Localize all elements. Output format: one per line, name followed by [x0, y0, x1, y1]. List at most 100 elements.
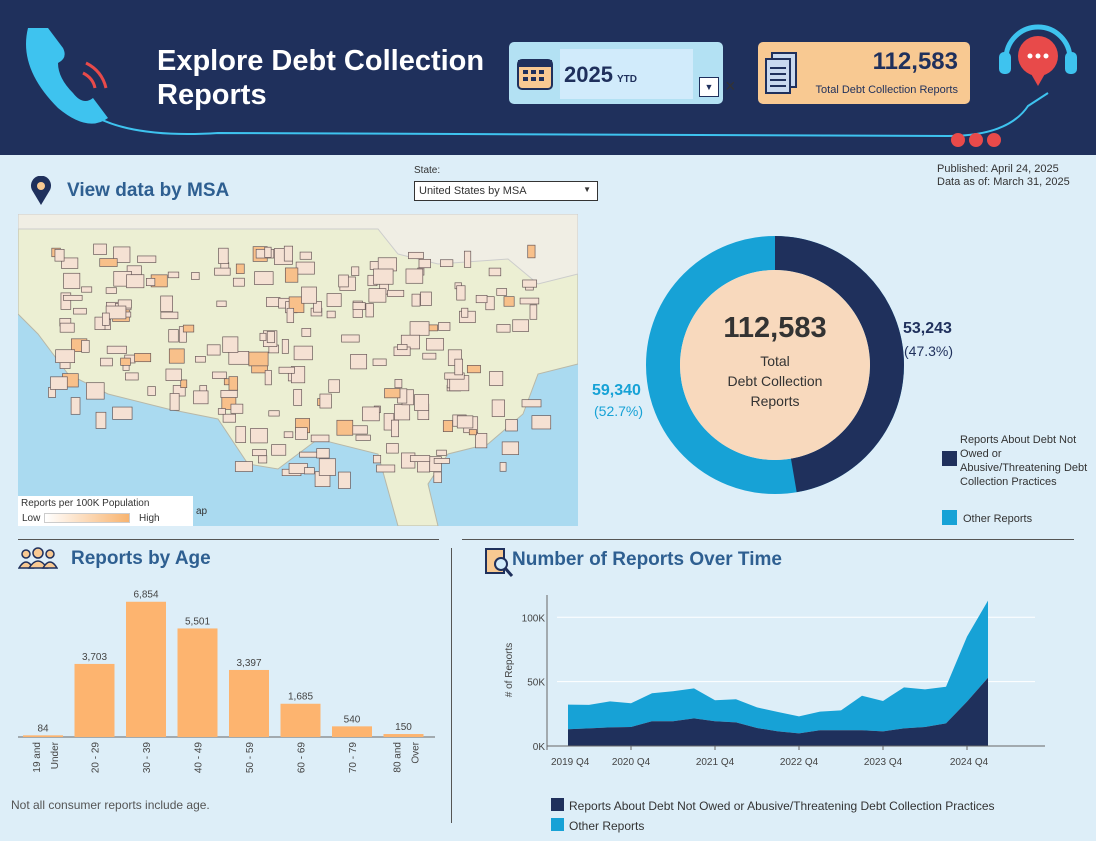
msa-region[interactable]: [293, 389, 303, 406]
msa-region[interactable]: [373, 268, 394, 285]
msa-region[interactable]: [165, 368, 182, 381]
msa-region[interactable]: [95, 411, 107, 429]
msa-region[interactable]: [456, 285, 466, 301]
msa-region[interactable]: [488, 267, 502, 277]
msa-region[interactable]: [386, 443, 399, 454]
msa-region[interactable]: [301, 286, 317, 304]
msa-region[interactable]: [63, 272, 81, 289]
msa-region[interactable]: [384, 388, 401, 399]
msa-region[interactable]: [368, 288, 387, 303]
msa-region[interactable]: [137, 255, 157, 263]
msa-region[interactable]: [411, 293, 421, 307]
msa-region[interactable]: [299, 251, 312, 260]
msa-region[interactable]: [503, 296, 515, 307]
msa-region[interactable]: [266, 331, 275, 344]
msa-region[interactable]: [355, 434, 371, 441]
msa-region[interactable]: [146, 278, 156, 287]
msa-region[interactable]: [134, 353, 152, 363]
msa-region[interactable]: [466, 365, 481, 374]
msa-region[interactable]: [522, 279, 537, 288]
msa-region[interactable]: [521, 399, 542, 408]
msa-region[interactable]: [529, 304, 538, 320]
msa-region[interactable]: [167, 271, 180, 279]
msa-region[interactable]: [228, 376, 239, 391]
msa-region[interactable]: [264, 370, 272, 386]
msa-region[interactable]: [319, 393, 332, 409]
msa-region[interactable]: [414, 394, 430, 411]
msa-region[interactable]: [216, 300, 227, 307]
msa-region[interactable]: [531, 415, 552, 430]
msa-region[interactable]: [178, 326, 187, 343]
msa-region[interactable]: [433, 458, 450, 464]
msa-region[interactable]: [61, 257, 79, 269]
msa-region[interactable]: [248, 351, 269, 367]
age-bar[interactable]: [280, 703, 321, 737]
msa-region[interactable]: [336, 419, 354, 436]
msa-region[interactable]: [60, 292, 72, 310]
msa-region[interactable]: [212, 371, 227, 379]
age-bar[interactable]: [229, 669, 269, 737]
msa-map[interactable]: Reports per 100K Population Low High ap: [18, 214, 578, 526]
msa-region[interactable]: [426, 338, 444, 351]
msa-region[interactable]: [391, 419, 399, 438]
msa-region[interactable]: [295, 261, 315, 275]
msa-region[interactable]: [222, 336, 239, 353]
msa-region[interactable]: [394, 404, 411, 421]
msa-region[interactable]: [160, 295, 173, 312]
msa-region[interactable]: [113, 246, 131, 263]
msa-region[interactable]: [54, 249, 65, 262]
msa-region[interactable]: [362, 406, 380, 422]
msa-region[interactable]: [214, 267, 231, 276]
msa-region[interactable]: [310, 434, 330, 443]
msa-region[interactable]: [230, 403, 244, 414]
msa-region[interactable]: [440, 259, 454, 267]
msa-region[interactable]: [527, 244, 536, 259]
msa-region[interactable]: [372, 358, 387, 366]
msa-region[interactable]: [81, 340, 90, 353]
msa-region[interactable]: [394, 379, 403, 389]
msa-region[interactable]: [250, 428, 268, 444]
msa-region[interactable]: [468, 429, 477, 436]
msa-region[interactable]: [55, 349, 75, 363]
msa-region[interactable]: [252, 449, 267, 457]
msa-region[interactable]: [397, 344, 408, 351]
msa-region[interactable]: [168, 348, 185, 364]
msa-region[interactable]: [283, 431, 294, 439]
msa-region[interactable]: [278, 366, 295, 374]
msa-region[interactable]: [283, 245, 293, 262]
msa-region[interactable]: [352, 302, 366, 310]
msa-region[interactable]: [217, 408, 226, 415]
msa-region[interactable]: [326, 293, 342, 307]
msa-region[interactable]: [258, 455, 268, 464]
msa-region[interactable]: [338, 471, 351, 489]
msa-region[interactable]: [286, 307, 295, 323]
msa-region[interactable]: [512, 319, 529, 332]
msa-region[interactable]: [326, 310, 336, 319]
msa-region[interactable]: [50, 376, 68, 390]
msa-region[interactable]: [499, 462, 507, 472]
msa-region[interactable]: [475, 294, 488, 304]
msa-region[interactable]: [405, 268, 424, 284]
msa-region[interactable]: [409, 321, 430, 336]
age-bar[interactable]: [177, 628, 218, 737]
msa-region[interactable]: [222, 413, 236, 423]
msa-region[interactable]: [485, 296, 495, 311]
msa-region[interactable]: [429, 456, 442, 472]
date-dropdown-button[interactable]: ▼: [699, 77, 719, 97]
msa-region[interactable]: [351, 425, 368, 435]
msa-region[interactable]: [106, 345, 127, 354]
msa-region[interactable]: [350, 354, 368, 370]
msa-region[interactable]: [268, 410, 280, 417]
msa-region[interactable]: [461, 307, 469, 318]
age-bar[interactable]: [74, 663, 115, 737]
msa-region[interactable]: [284, 267, 299, 283]
msa-region[interactable]: [313, 301, 322, 313]
msa-region[interactable]: [408, 251, 424, 260]
msa-region[interactable]: [100, 357, 113, 367]
msa-region[interactable]: [295, 427, 308, 440]
msa-region[interactable]: [147, 386, 156, 396]
msa-region[interactable]: [271, 444, 287, 456]
msa-region[interactable]: [351, 266, 360, 276]
state-select[interactable]: United States by MSA ▼: [414, 181, 598, 201]
msa-region[interactable]: [182, 324, 195, 333]
